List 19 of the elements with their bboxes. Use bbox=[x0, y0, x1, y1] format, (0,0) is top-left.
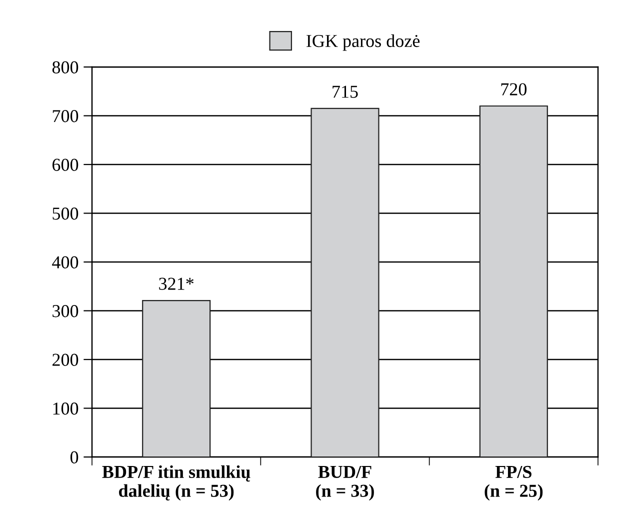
y-tick-label: 600 bbox=[52, 158, 78, 171]
y-tick-label: 200 bbox=[52, 354, 78, 366]
x-tick-label: BUD/F (n = 33) bbox=[316, 466, 374, 501]
bar bbox=[310, 108, 380, 457]
bar bbox=[479, 105, 548, 457]
y-tick-label: 400 bbox=[52, 256, 78, 268]
data-label: 715 bbox=[332, 86, 358, 98]
legend-label: IGK paros dozė bbox=[306, 34, 420, 51]
y-tick-label: 100 bbox=[53, 402, 78, 415]
y-tick-label: 800 bbox=[52, 61, 78, 74]
y-tick-label: 500 bbox=[52, 208, 78, 220]
data-label: 321* bbox=[159, 278, 194, 290]
x-tick-label: BDP/F itin smulkių dalelių (n = 53) bbox=[102, 465, 250, 501]
bar bbox=[142, 300, 211, 457]
y-tick-label: 700 bbox=[52, 110, 78, 122]
x-tick-label: FP/S (n = 25) bbox=[484, 466, 543, 501]
y-tick-label: 0 bbox=[70, 451, 78, 464]
y-tick-label: 300 bbox=[52, 305, 78, 318]
data-label: 720 bbox=[501, 83, 527, 96]
